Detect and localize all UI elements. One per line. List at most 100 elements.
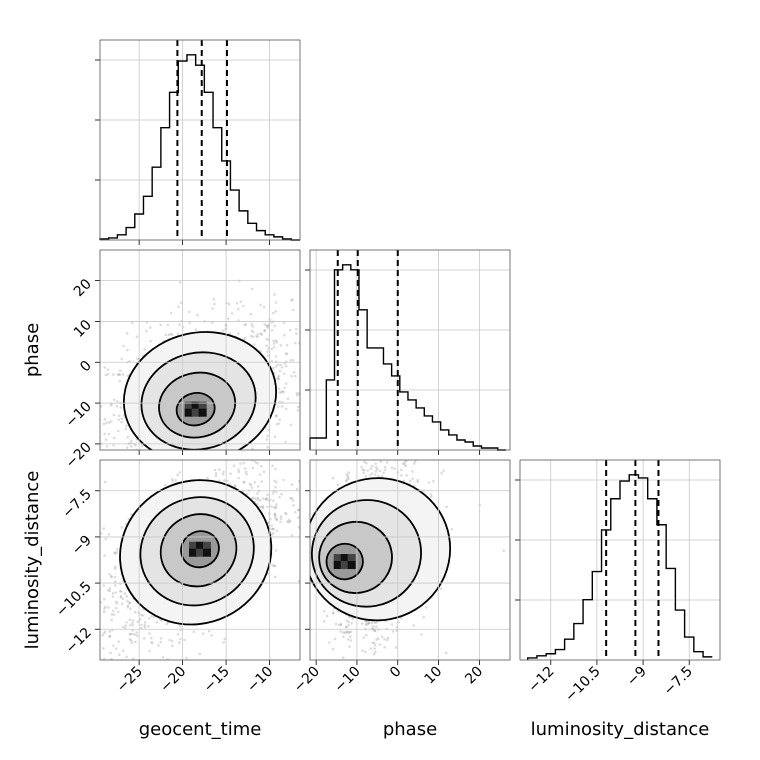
- scatter-point: [131, 619, 135, 622]
- scatter-point: [256, 462, 259, 465]
- scatter-point: [266, 505, 269, 509]
- scatter-point: [258, 473, 262, 476]
- density-core-cell: [191, 408, 200, 417]
- scatter-point: [271, 492, 275, 495]
- scatter-point: [106, 368, 110, 371]
- scatter-point: [121, 625, 125, 629]
- scatter-point: [273, 293, 276, 296]
- scatter-point: [147, 617, 151, 620]
- scatter-point: [267, 521, 270, 525]
- scatter-point: [159, 637, 163, 640]
- scatter-point: [440, 471, 443, 475]
- scatter-point: [250, 486, 254, 490]
- scatter-point: [366, 622, 370, 626]
- scatter-point: [261, 497, 265, 500]
- scatter-point: [248, 482, 252, 486]
- scatter-point: [256, 492, 259, 495]
- scatter-point: [290, 497, 294, 500]
- scatter-point: [347, 620, 350, 624]
- scatter-point: [159, 323, 162, 327]
- scatter-point: [432, 479, 435, 483]
- scatter-point: [275, 529, 279, 533]
- scatter-point: [274, 355, 278, 358]
- scatter-point: [143, 347, 146, 351]
- scatter-point: [250, 287, 254, 291]
- scatter-point: [134, 640, 137, 644]
- scatter-point: [273, 514, 277, 518]
- scatter-point: [192, 630, 196, 634]
- scatter-point: [349, 630, 353, 634]
- scatter-point: [112, 613, 116, 616]
- scatter-point: [260, 505, 263, 509]
- scatter-point: [284, 440, 287, 444]
- scatter-point: [286, 397, 290, 400]
- scatter-point: [123, 592, 127, 595]
- scatter-point: [429, 495, 433, 498]
- scatter-point: [232, 464, 236, 468]
- scatter-point: [265, 344, 269, 347]
- scatter-point: [297, 392, 300, 395]
- scatter-point: [168, 638, 172, 642]
- scatter-point: [102, 657, 106, 660]
- scatter-point: [274, 415, 278, 418]
- scatter-point: [108, 634, 112, 638]
- scatter-point: [185, 656, 188, 660]
- scatter-point: [385, 638, 389, 642]
- joint-geocent_time-phase: [100, 279, 300, 450]
- density-core-cell: [196, 548, 204, 557]
- scatter-point: [274, 339, 278, 343]
- scatter-point: [206, 476, 209, 480]
- scatter-point: [272, 345, 276, 349]
- scatter-point: [272, 342, 276, 345]
- scatter-point: [134, 444, 137, 447]
- scatter-point: [237, 332, 240, 335]
- scatter-point: [126, 348, 129, 352]
- scatter-point: [348, 635, 352, 638]
- scatter-point: [290, 483, 294, 487]
- scatter-point: [164, 483, 167, 487]
- scatter-point: [382, 471, 385, 475]
- marginal-geocent_time: [95, 40, 300, 245]
- density-core-cell: [347, 554, 356, 563]
- scatter-point: [408, 479, 412, 483]
- scatter-point: [130, 512, 133, 516]
- scatter-point: [274, 506, 278, 510]
- scatter-point: [112, 373, 115, 376]
- scatter-point: [129, 632, 132, 636]
- scatter-point: [223, 637, 226, 641]
- scatter-point: [196, 313, 199, 317]
- scatter-point: [275, 503, 278, 506]
- density-core-cell: [347, 561, 356, 570]
- scatter-point: [251, 496, 255, 500]
- scatter-point: [126, 435, 129, 439]
- scatter-point: [287, 520, 291, 524]
- scatter-point: [272, 527, 275, 531]
- scatter-point: [111, 591, 115, 595]
- scatter-point: [439, 587, 443, 591]
- scatter-point: [380, 635, 384, 639]
- scatter-point: [333, 637, 337, 641]
- scatter-point: [178, 625, 182, 628]
- scatter-point: [118, 589, 122, 593]
- scatter-point: [234, 484, 237, 487]
- scatter-point: [221, 329, 225, 333]
- scatter-point: [346, 474, 350, 478]
- scatter-point: [150, 636, 153, 640]
- scatter-point: [289, 423, 293, 427]
- scatter-point: [270, 359, 274, 363]
- scatter-point: [166, 323, 170, 327]
- scatter-point: [222, 470, 225, 474]
- scatter-point: [259, 332, 263, 335]
- scatter-point: [348, 645, 351, 648]
- scatter-point: [412, 624, 416, 627]
- scatter-point: [262, 470, 266, 473]
- scatter-point: [104, 537, 107, 541]
- joint-geocent_time-luminosity_distance: [100, 460, 300, 660]
- scatter-point: [106, 372, 110, 376]
- scatter-point: [272, 506, 276, 509]
- scatter-point: [125, 655, 128, 659]
- joint-phase-luminosity_distance-plot: [310, 460, 506, 660]
- scatter-point: [274, 516, 277, 520]
- scatter-point: [294, 374, 297, 378]
